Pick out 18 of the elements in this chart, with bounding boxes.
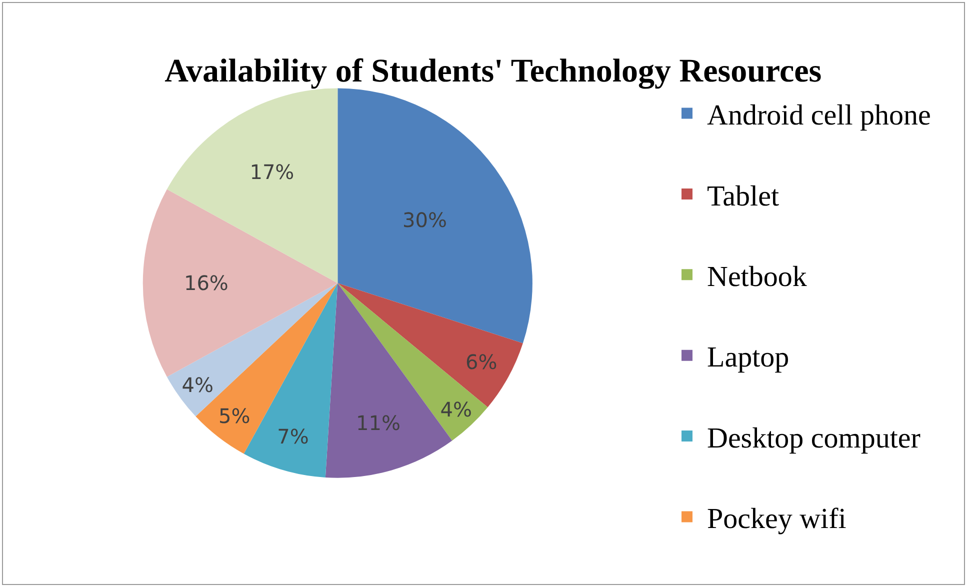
legend-label: Tablet (706, 180, 780, 212)
data-label: 4% (182, 372, 214, 397)
data-label: 11% (356, 410, 400, 435)
pie-slice (338, 88, 532, 344)
legend-label: Android cell phone (706, 100, 931, 132)
data-label: 16% (184, 271, 228, 296)
legend-label: Pockey wifi (706, 503, 846, 536)
data-label: 4% (440, 397, 472, 422)
data-label: 7% (277, 424, 309, 449)
chart-title: Availability of Students' Technology Resources (164, 53, 822, 90)
pie-slice (142, 189, 338, 377)
legend-label: Desktop computer (706, 422, 921, 454)
legend-label: Laptop (706, 342, 790, 374)
data-label: 5% (218, 404, 250, 428)
data-label: 6% (466, 350, 498, 374)
data-label: 30% (402, 208, 447, 232)
data-label: 17% (250, 160, 294, 184)
legend-label: Netbook (706, 260, 808, 293)
